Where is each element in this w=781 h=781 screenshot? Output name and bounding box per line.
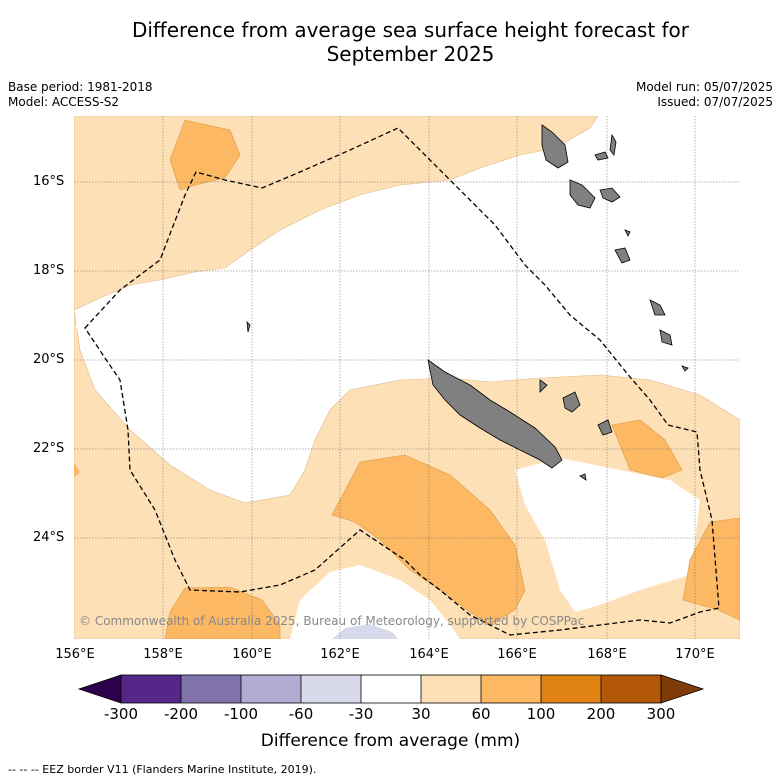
colorbar-extend-low xyxy=(77,674,122,704)
colorbar-tick-label: 60 xyxy=(471,705,491,723)
eez-legend-note: -- -- -- EEZ border V11 (Flanders Marine… xyxy=(8,763,317,776)
colorbar-tick-label: 30 xyxy=(411,705,431,723)
colorbar-tick-label: 100 xyxy=(526,705,556,723)
efate xyxy=(599,187,621,203)
anomaly-60-100-west-edge xyxy=(74,462,80,478)
colorbar-bin-9 xyxy=(601,675,661,703)
colorbar-dividers xyxy=(180,675,602,703)
colorbar-tick-label: -200 xyxy=(163,705,199,723)
lat-label-16s: 16°S xyxy=(33,174,65,189)
map-plot-area xyxy=(74,116,740,639)
meta-left: Base period: 1981-2018 Model: ACCESS-S2 xyxy=(8,80,153,110)
loyalty-island-lifou xyxy=(562,391,581,413)
ambae xyxy=(594,151,609,161)
lon-label-166e: 166°E xyxy=(497,647,537,662)
copyright-text: © Commonwealth of Australia 2025, Bureau… xyxy=(79,614,585,628)
colorbar-bin-8 xyxy=(541,675,601,703)
colorbar-tick-label: 200 xyxy=(586,705,616,723)
colorbar-bin-4 xyxy=(301,675,361,703)
issued-text: Issued: 07/07/2025 xyxy=(657,95,773,109)
loyalty-island-ouvea xyxy=(539,379,548,393)
lat-label-22s: 22°S xyxy=(33,441,65,456)
title-line-1: Difference from average sea surface heig… xyxy=(131,18,690,42)
chesterfield-islet xyxy=(246,320,251,333)
colorbar-tick-label: 300 xyxy=(646,705,676,723)
eez-border-line xyxy=(84,127,720,636)
meta-right: Model run: 05/07/2025 Issued: 07/07/2025 xyxy=(636,80,773,110)
colorbar-bin-6 xyxy=(421,675,481,703)
hunter-island xyxy=(659,329,673,346)
anomaly-negative-30-60 xyxy=(332,624,398,639)
colorbar-bin-3 xyxy=(241,675,301,703)
colorbar-tick-label: -300 xyxy=(103,705,139,723)
colorbar-tick-label: -30 xyxy=(348,705,374,723)
colorbar-bin-7 xyxy=(481,675,541,703)
lon-label-158e: 158°E xyxy=(143,647,183,662)
lon-label-168e: 168°E xyxy=(587,647,627,662)
anomaly-60-100-southeast xyxy=(682,517,740,621)
tanna xyxy=(624,229,631,237)
colorbar-tick-label: -100 xyxy=(223,705,259,723)
anomaly-60-100-southwest xyxy=(164,586,281,639)
map-title: Difference from average sea surface heig… xyxy=(40,18,781,66)
walpole-island xyxy=(681,365,689,372)
title-line-2: September 2025 xyxy=(326,42,495,66)
lat-label-24s: 24°S xyxy=(33,530,65,545)
erromango xyxy=(614,247,631,264)
model-text: Model: ACCESS-S2 xyxy=(8,95,120,109)
model-run-text: Model run: 05/07/2025 xyxy=(635,80,773,94)
base-period-text: Base period: 1981-2018 xyxy=(8,80,153,94)
loyalty-island-mare xyxy=(597,419,613,436)
anomaly-60-100-north xyxy=(169,119,241,191)
new-caledonia xyxy=(427,359,563,469)
espiritu-santo xyxy=(541,124,569,169)
colorbar-bin-2 xyxy=(181,675,241,703)
malekula xyxy=(569,179,596,209)
lon-label-170e: 170°E xyxy=(675,647,715,662)
lon-label-160e: 160°E xyxy=(232,647,272,662)
isle-of-pines xyxy=(579,473,587,481)
lat-label-20s: 20°S xyxy=(33,352,65,367)
anomaly-white-sw xyxy=(290,565,460,639)
matthew-island xyxy=(649,299,666,316)
lon-label-164e: 164°E xyxy=(409,647,449,662)
colorbar-bin-1 xyxy=(121,675,181,703)
colorbar-extend-high xyxy=(660,674,705,704)
lon-label-162e: 162°E xyxy=(320,647,360,662)
colorbar-label: Difference from average (mm) xyxy=(260,731,521,751)
pentecost xyxy=(609,133,617,156)
lat-label-18s: 18°S xyxy=(33,263,65,278)
colorbar-tick-label: -60 xyxy=(288,705,314,723)
colorbar-bin-5 xyxy=(361,675,421,703)
land-masses xyxy=(246,124,689,481)
anomaly-white-south xyxy=(515,458,700,612)
colorbar xyxy=(77,674,705,704)
anomaly-white-west xyxy=(75,300,100,330)
lon-label-156e: 156°E xyxy=(55,647,95,662)
gridlines xyxy=(74,116,740,639)
colorbar-outline xyxy=(120,674,662,704)
